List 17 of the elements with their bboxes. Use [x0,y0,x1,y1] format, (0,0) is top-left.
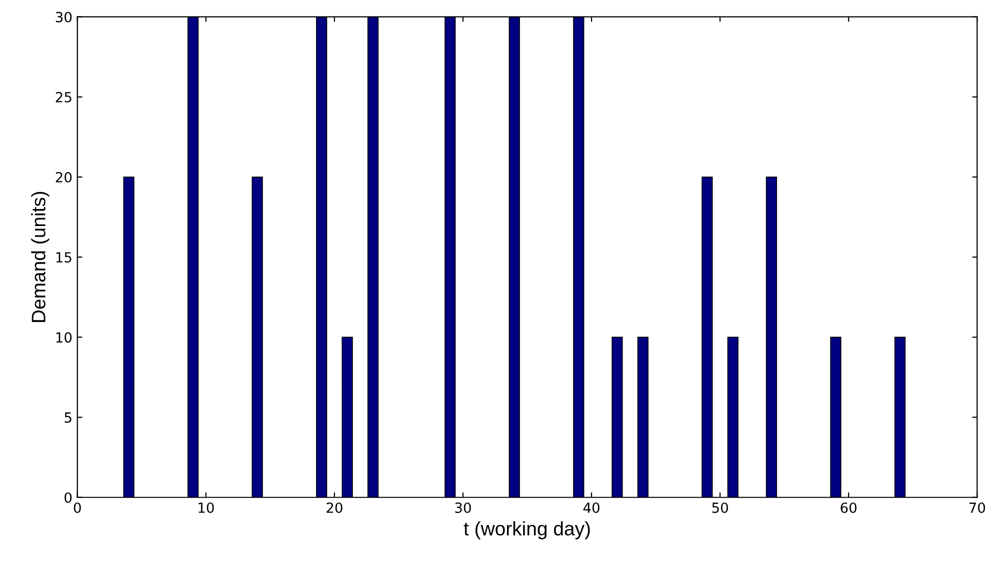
x-tick-label: 0 [74,502,81,513]
y-tick-label: 5 [64,412,72,423]
x-tick-label: 10 [198,502,214,513]
x-axis-title: t (working day) [464,521,590,540]
x-tick-label: 20 [326,502,342,513]
x-tick-label: 50 [712,502,728,513]
y-axis-title: Demand (units) [31,192,50,322]
x-tick-label: 60 [840,502,856,513]
x-tick-label: 40 [583,502,600,513]
y-tick-label: 10 [56,332,72,343]
y-tick-label: 30 [56,12,72,22]
y-tick-label: 0 [64,492,72,503]
x-tick-label: 30 [455,502,471,513]
y-tick-label: 25 [56,92,72,102]
y-tick-label: 20 [56,172,72,183]
y-tick-label: 15 [56,252,72,263]
x-tick-label: 70 [969,502,986,513]
